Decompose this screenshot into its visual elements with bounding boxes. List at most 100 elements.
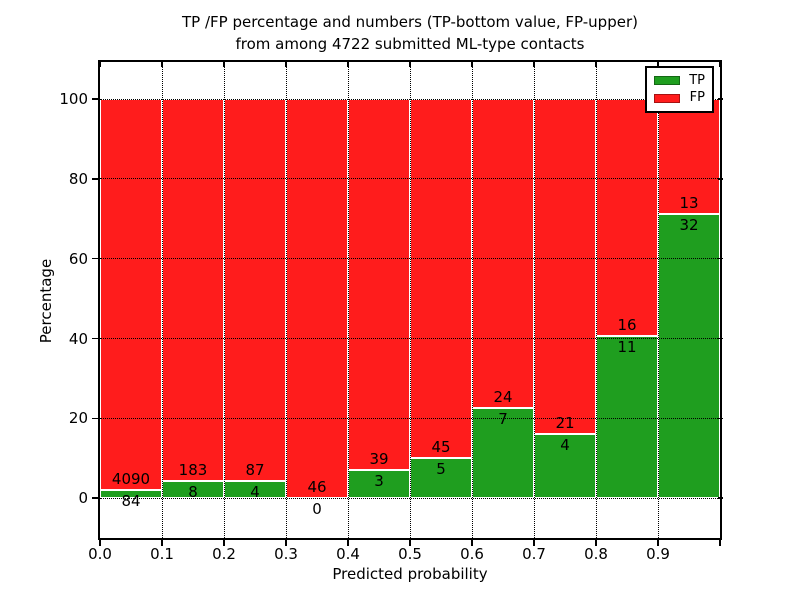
bar-label-fp: 46	[307, 478, 327, 497]
bar-label-tp: 5	[436, 460, 446, 479]
bar-segment-fp	[348, 99, 410, 470]
x-tick-label: 0.0	[88, 545, 112, 563]
y-tick-right	[718, 178, 723, 180]
y-tick-right	[718, 417, 723, 420]
x-tick-label: 0.2	[212, 545, 236, 563]
bar-segment-fp	[658, 99, 720, 215]
bar-label-fp: 16	[617, 315, 637, 334]
gridline-vertical	[471, 62, 473, 538]
y-tick	[92, 417, 98, 420]
gridline-vertical	[409, 62, 411, 538]
x-tick	[347, 540, 349, 546]
bar-label-tp: 4	[560, 436, 570, 455]
x-tick	[285, 540, 287, 546]
y-tick-label: 0	[78, 489, 88, 508]
plot-area: 4090 84 183 8 87 4 46 0 39 3 45 5 24 7 21 4 16 11 13 32	[98, 60, 722, 540]
bar-segment-tp	[410, 458, 472, 499]
legend-label-fp: FP	[689, 90, 705, 106]
x-tick-label: 0.5	[398, 545, 422, 563]
y-axis-label: Percentage	[37, 258, 55, 344]
bar-segment-fp	[224, 99, 286, 481]
fp-swatch-icon	[654, 93, 680, 103]
x-tick	[161, 540, 163, 546]
bar-label-fp: 87	[245, 460, 265, 479]
bar-segment-tp	[658, 214, 720, 499]
y-tick	[92, 497, 98, 499]
gridline-vertical	[161, 62, 163, 538]
bar-label-fp: 45	[431, 438, 451, 457]
bar-label-tp: 7	[498, 410, 508, 428]
x-tick-top	[533, 62, 535, 67]
y-tick	[92, 257, 98, 260]
chart-title: TP /FP percentage and numbers (TP-bottom…	[100, 11, 720, 55]
legend-item-fp: FP	[654, 91, 705, 105]
x-tick-top	[99, 62, 101, 67]
legend-label-tp: TP	[689, 72, 705, 88]
x-tick-top	[409, 62, 411, 67]
bar-label-fp: 183	[178, 461, 208, 480]
y-tick	[92, 178, 98, 180]
x-axis-label: Predicted probability	[332, 565, 488, 583]
gridline-vertical	[223, 62, 225, 538]
gridline-vertical	[533, 62, 535, 538]
x-tick-label: 0.3	[274, 545, 298, 563]
x-tick-label: 0.4	[336, 545, 360, 563]
bar-segment-tp	[472, 408, 534, 499]
tp-swatch-icon	[654, 76, 680, 86]
bar-label-tp: 32	[679, 216, 699, 235]
y-tick-label: 20	[68, 409, 88, 428]
x-tick-label: 0.8	[584, 545, 608, 563]
bar-label-fp: 39	[369, 449, 389, 468]
x-tick	[719, 540, 721, 546]
y-tick-label: 40	[68, 329, 88, 348]
legend: TP FP	[645, 66, 714, 113]
chart-title-line2: from among 4722 submitted ML-type contac…	[235, 35, 585, 53]
x-tick-top	[471, 62, 473, 67]
x-tick	[595, 540, 597, 546]
gridline-vertical	[285, 62, 287, 538]
x-tick-top	[657, 62, 659, 67]
x-tick-top	[595, 62, 597, 67]
y-tick-label: 80	[68, 169, 88, 188]
bar-label-fp: 21	[555, 414, 575, 433]
x-tick	[657, 540, 659, 546]
bar-label-tp: 0	[312, 500, 322, 519]
y-tick-right	[718, 497, 723, 499]
x-tick-top	[347, 62, 349, 67]
bar-label-tp: 11	[617, 337, 637, 356]
bar-segment-fp	[472, 99, 534, 408]
x-tick-label: 0.1	[150, 545, 174, 563]
x-tick-label: 0.9	[646, 545, 670, 563]
bar-label-fp: 24	[493, 388, 513, 406]
x-tick-label: 0.7	[522, 545, 546, 563]
gridline-vertical	[657, 62, 659, 538]
bar-label-fp: 4090	[111, 470, 151, 489]
bar-segment-tp	[534, 434, 596, 499]
x-tick-label: 0.6	[460, 545, 484, 563]
x-tick-top	[285, 62, 287, 67]
bar-segment-fp	[410, 99, 472, 459]
bar-label-tp: 8	[188, 483, 198, 502]
gridline-vertical	[347, 62, 349, 538]
y-tick	[92, 337, 98, 340]
legend-item-tp: TP	[654, 72, 705, 88]
y-tick-right	[718, 98, 723, 100]
chart-title-line1: TP /FP percentage and numbers (TP-bottom…	[182, 13, 638, 31]
bar-segment-fp	[596, 99, 658, 336]
gridline-vertical	[595, 62, 597, 538]
x-tick-top	[719, 62, 721, 67]
bar-label-tp: 4	[250, 482, 260, 501]
plot-inner: 4090 84 183 8 87 4 46 0 39 3 45 5 24 7 21 4 16 11 13 32	[100, 62, 720, 538]
bar-segment-fp	[100, 99, 162, 491]
x-tick-top	[161, 62, 163, 67]
bar-segment-fp	[162, 99, 224, 482]
bar-label-fp: 13	[679, 194, 699, 213]
y-tick	[92, 98, 98, 100]
x-tick	[99, 540, 101, 546]
bar-label-tp: 84	[121, 492, 141, 511]
x-tick	[471, 540, 473, 546]
y-tick-label: 60	[68, 249, 88, 268]
bar-segment-fp	[286, 99, 348, 499]
y-tick-label: 100	[59, 90, 88, 109]
